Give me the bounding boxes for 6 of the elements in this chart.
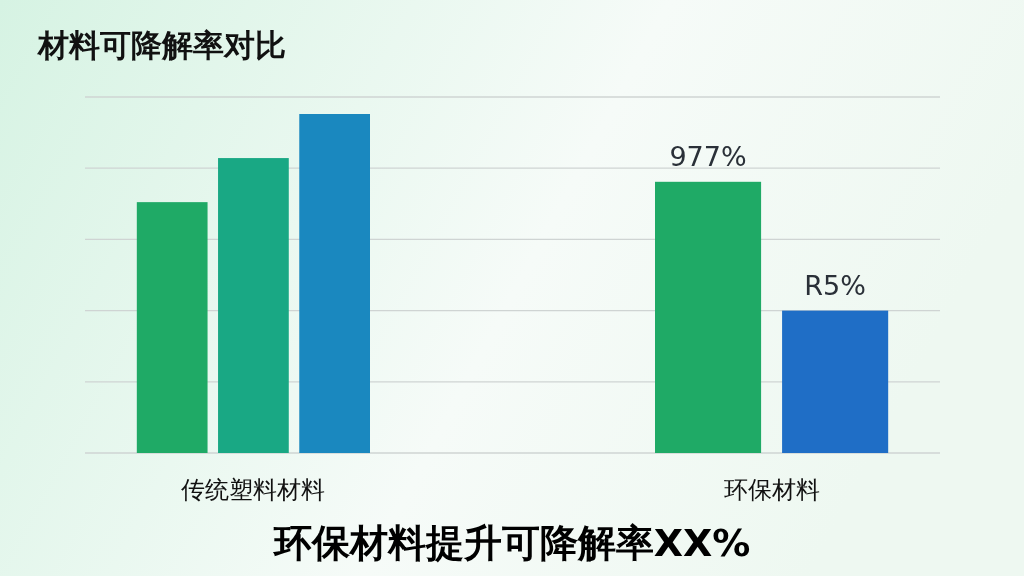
annotation: R5% [804,269,866,301]
chart-title: 材料可降解率对比 [36,27,286,63]
x-tick-label: 环保材料 [723,476,820,504]
x-tick-label: 传统塑料材料 [181,476,326,504]
text: 环保材料提升可降解率XX% [271,521,751,565]
annotation: 977% [669,140,747,172]
